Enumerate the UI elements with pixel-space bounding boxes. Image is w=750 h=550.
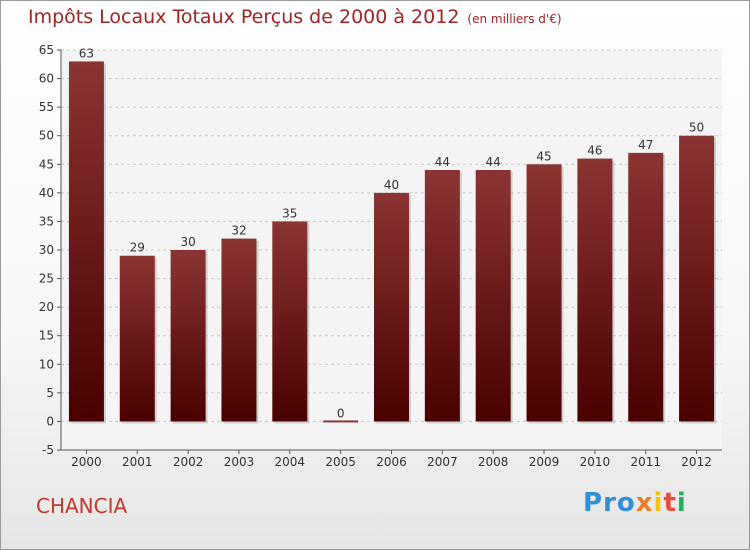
data-label: 32 bbox=[231, 224, 246, 238]
x-tick-label: 2007 bbox=[427, 455, 458, 469]
x-tick-label: 2003 bbox=[224, 455, 255, 469]
data-label: 63 bbox=[79, 46, 94, 60]
y-tick-label: 40 bbox=[39, 186, 54, 200]
data-label: 29 bbox=[130, 241, 145, 255]
chart-title-unit: (en milliers d'€) bbox=[467, 12, 562, 26]
data-label: 44 bbox=[435, 155, 450, 169]
y-tick-label: 15 bbox=[39, 329, 54, 343]
data-label: 30 bbox=[180, 235, 195, 249]
bar bbox=[424, 170, 460, 422]
proxiti-logo[interactable]: Proxiti bbox=[583, 488, 687, 518]
bar bbox=[577, 158, 613, 422]
bar bbox=[272, 221, 308, 422]
x-tick-label: 2005 bbox=[325, 455, 356, 469]
bar bbox=[374, 192, 409, 422]
y-tick-label: 45 bbox=[39, 157, 54, 171]
bar bbox=[221, 238, 257, 422]
bar bbox=[679, 135, 715, 422]
logo-part-5: i bbox=[676, 488, 687, 518]
data-label: 45 bbox=[536, 149, 551, 163]
data-label: 40 bbox=[384, 178, 399, 192]
logo-part-4: t bbox=[663, 488, 677, 518]
y-tick-label: 20 bbox=[39, 300, 54, 314]
data-label: 0 bbox=[337, 406, 345, 420]
bar bbox=[526, 164, 562, 422]
x-tick-label: 2002 bbox=[173, 455, 204, 469]
bar bbox=[628, 152, 664, 422]
logo-part-3: i bbox=[653, 488, 664, 518]
y-tick-label: 5 bbox=[46, 386, 54, 400]
data-label: 46 bbox=[587, 144, 602, 158]
data-label: 35 bbox=[282, 206, 297, 220]
bar bbox=[323, 420, 359, 423]
x-tick-label: 2010 bbox=[580, 455, 611, 469]
bar bbox=[170, 250, 206, 422]
x-tick-label: 2008 bbox=[478, 455, 509, 469]
data-label: 44 bbox=[486, 155, 501, 169]
x-tick-label: 2001 bbox=[122, 455, 153, 469]
x-tick-label: 2012 bbox=[681, 455, 712, 469]
y-tick-label: 35 bbox=[39, 214, 54, 228]
y-tick-label: 55 bbox=[39, 100, 54, 114]
y-tick-label: 60 bbox=[39, 72, 54, 86]
bar bbox=[475, 170, 511, 422]
data-label: 50 bbox=[689, 121, 704, 135]
logo-part-1: Pro bbox=[583, 488, 636, 518]
y-tick-label: 0 bbox=[46, 414, 54, 428]
logo-part-2: x bbox=[635, 488, 654, 518]
x-tick-label: 2011 bbox=[630, 455, 661, 469]
y-tick-label: 65 bbox=[39, 43, 54, 57]
x-tick-label: 2004 bbox=[275, 455, 306, 469]
data-label: 47 bbox=[638, 138, 653, 152]
y-tick-label: 30 bbox=[39, 243, 54, 257]
chart-title: Impôts Locaux Totaux Perçus de 2000 à 20… bbox=[28, 6, 562, 28]
y-tick-label: 25 bbox=[39, 272, 54, 286]
bar bbox=[68, 61, 104, 422]
chart-title-text: Impôts Locaux Totaux Perçus de 2000 à 20… bbox=[28, 6, 460, 28]
y-tick-label: 50 bbox=[39, 129, 54, 143]
y-tick-label: -5 bbox=[42, 443, 54, 457]
x-tick-label: 2006 bbox=[376, 455, 407, 469]
y-tick-label: 10 bbox=[39, 357, 54, 371]
x-tick-label: 2000 bbox=[71, 455, 102, 469]
town-name: CHANCIA bbox=[36, 494, 128, 518]
bar bbox=[119, 255, 155, 422]
x-tick-label: 2009 bbox=[529, 455, 560, 469]
